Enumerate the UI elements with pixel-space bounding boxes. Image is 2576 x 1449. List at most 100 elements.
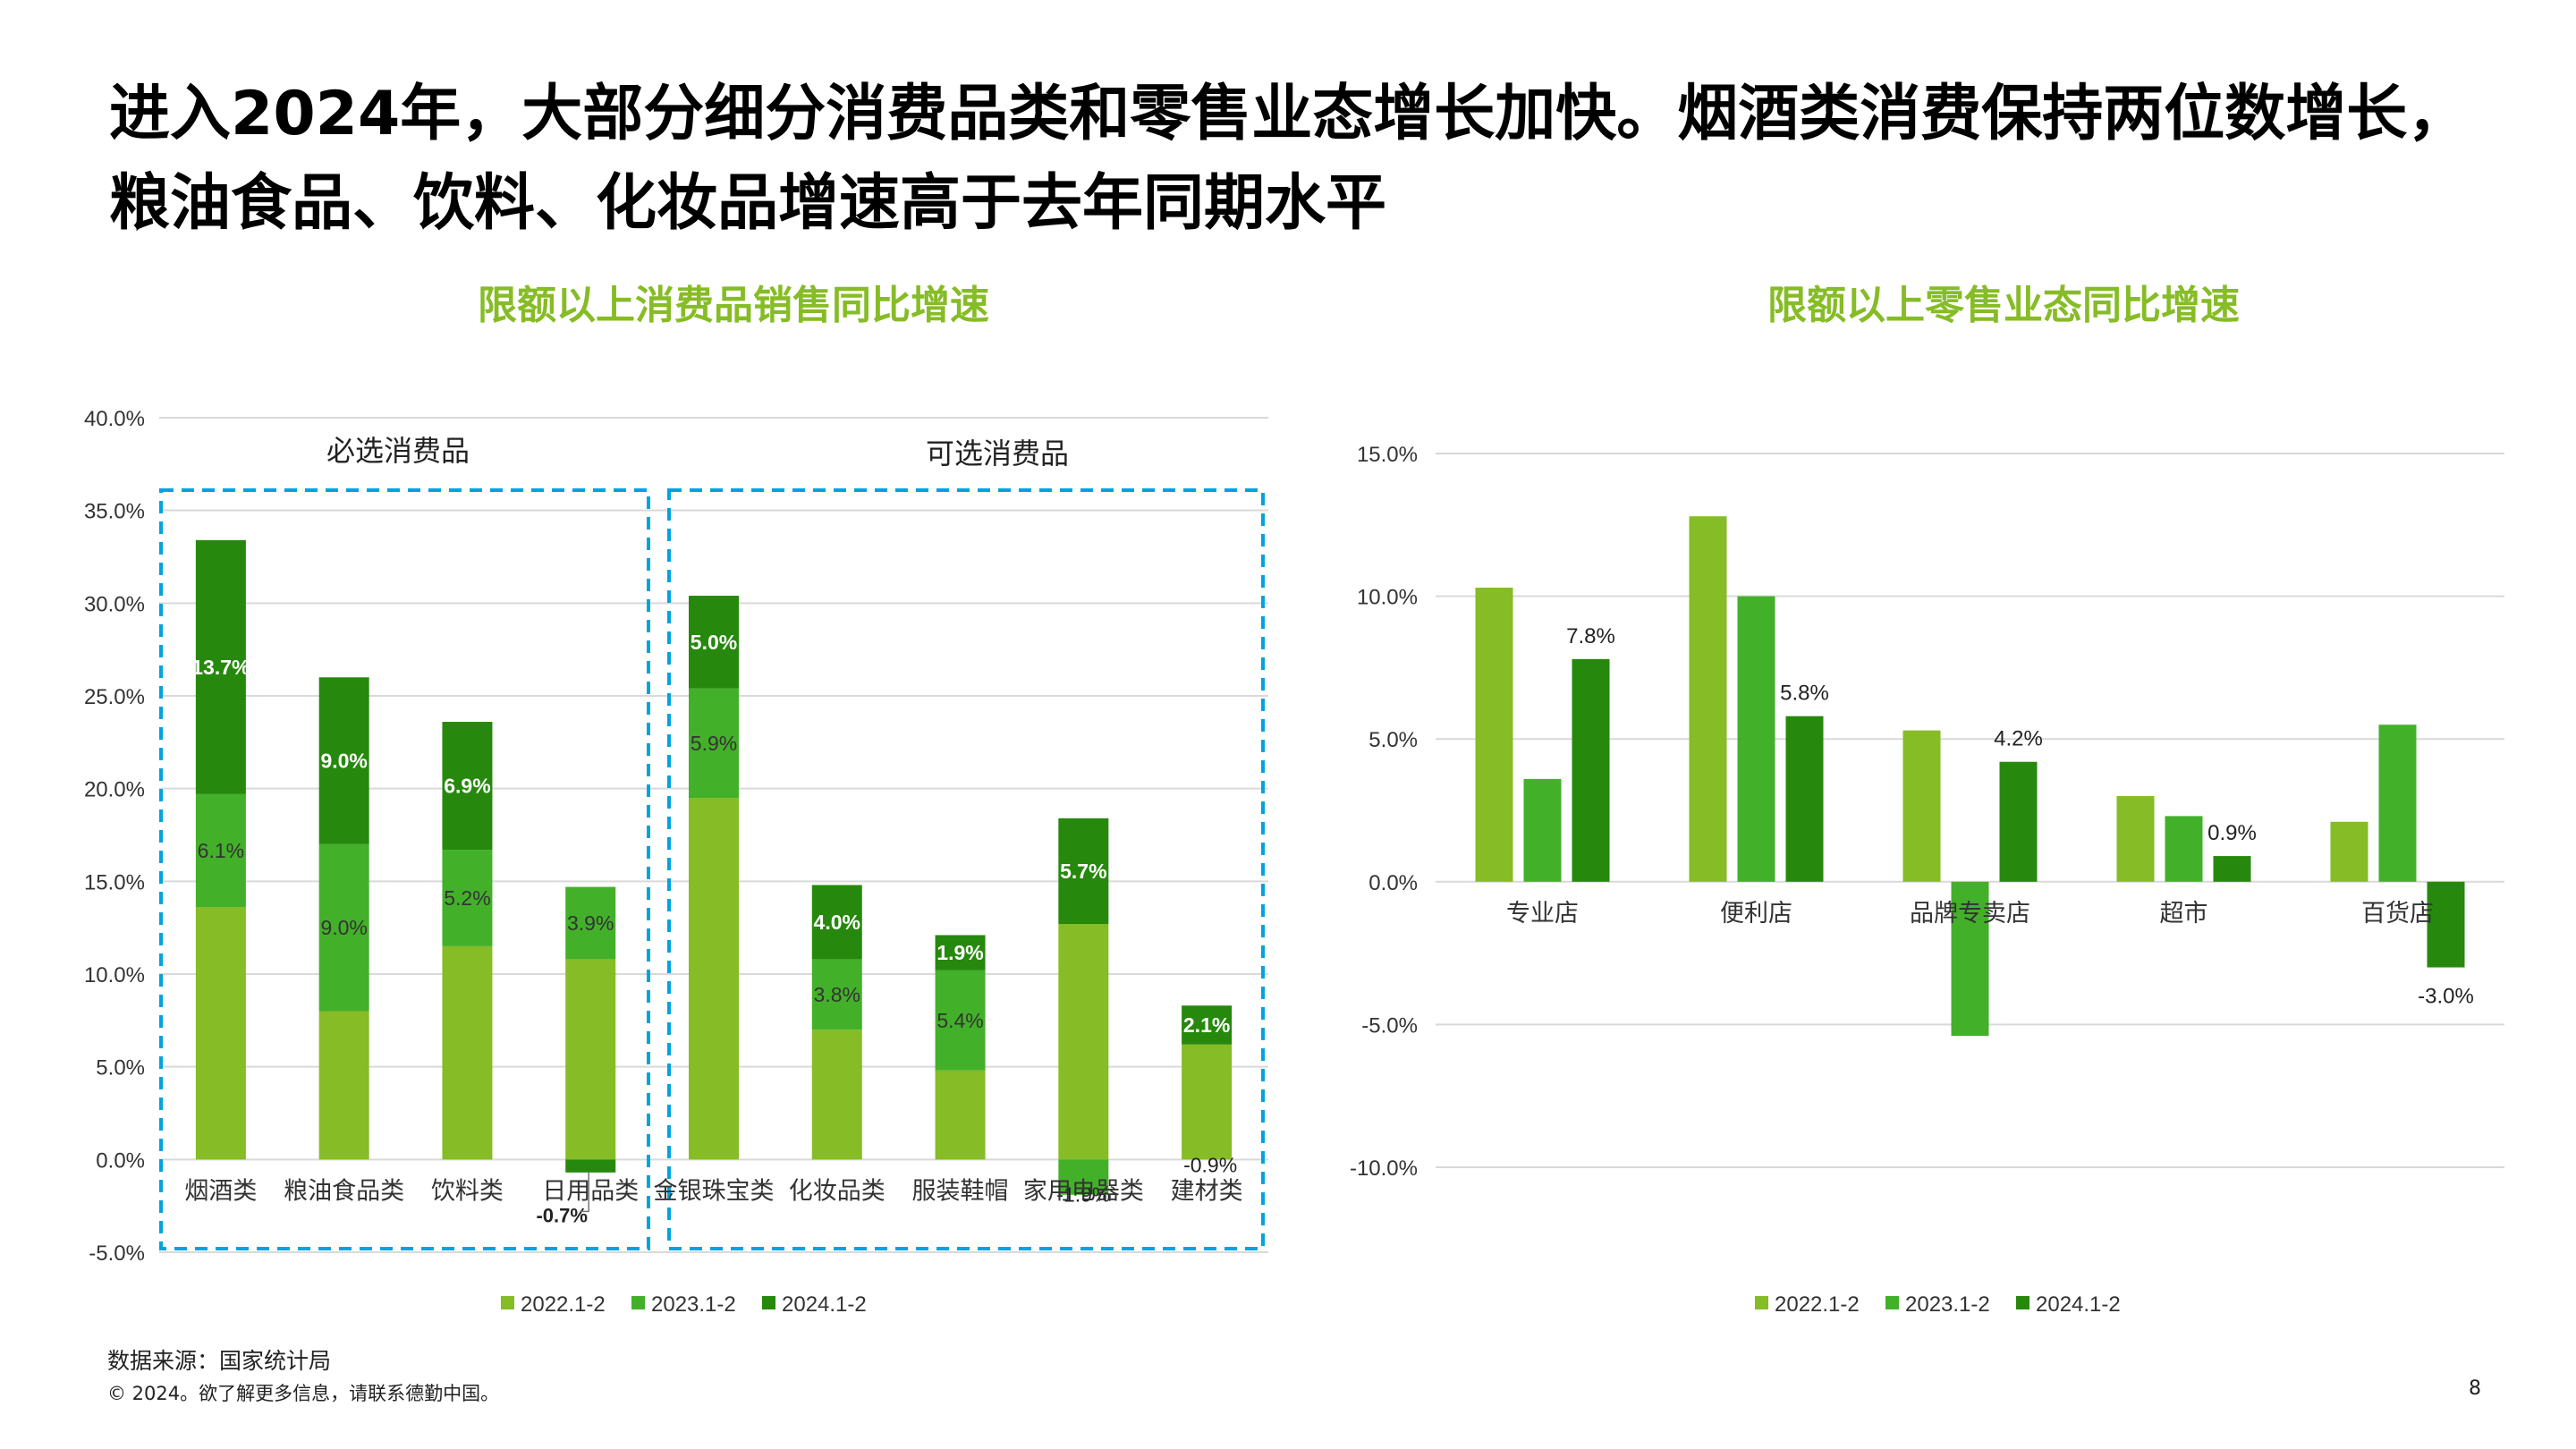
x-category-label: 超市 [2160,900,2208,927]
data-label: 5.2% [444,886,490,910]
data-label: 3.9% [567,911,614,935]
data-label: 5.4% [936,1009,983,1032]
stacked-bar-segment [318,1011,369,1160]
y-tick-label: -5.0% [1361,1013,1418,1038]
data-label: 9.0% [320,916,367,939]
right-chart-title: 限额以上零售业态同比增速 [1767,283,2240,328]
stacked-bar-segment [1182,1005,1233,1045]
clustered-bar [1737,596,1775,882]
stacked-bar-segment [195,907,246,1160]
y-tick-label: -10.0% [1350,1157,1418,1181]
clustered-bar [2378,724,2417,882]
data-label: -3.0% [2418,985,2474,1009]
legend-swatch [631,1296,645,1309]
data-label: 9.0% [320,750,367,773]
y-tick-label: 25.0% [84,685,145,709]
legend-swatch [2016,1296,2029,1309]
stacked-bar-segment [811,885,862,960]
clustered-bar [2116,796,2155,882]
legend-label: 2023.1-2 [651,1292,736,1317]
data-label: 4.2% [1994,727,2043,751]
data-label: -1.9% [1056,1183,1110,1207]
stacked-bar-segment [935,1070,986,1160]
leader-line [580,1172,589,1213]
data-label: 13.7% [191,656,250,679]
legend-label: 2022.1-2 [521,1292,606,1317]
x-category-label: 百货店 [2361,900,2434,927]
stacked-bar-segment [689,688,739,799]
stacked-bar-segment [195,793,246,908]
stacked-bar-segment [565,886,616,960]
data-label: 5.0% [691,631,737,654]
clustered-bar [1523,778,1562,882]
data-label: 0.9% [2207,821,2257,845]
legend-swatch [501,1296,514,1309]
clustered-bar [2165,816,2203,882]
y-tick-label: 35.0% [84,500,145,524]
stacked-bar-segment [1058,1159,1109,1195]
group-box-optional [667,488,1265,1250]
page-number: 8 [2469,1377,2481,1400]
stacked-bar-segment [195,539,246,794]
y-tick-label: 5.0% [1368,728,1418,752]
legend-swatch [1885,1296,1899,1309]
page-title: 进入2024年，大部分细分消费品类和零售业态增长加快。烟酒类消费保持两位数增长，… [109,79,2469,239]
stacked-bar-segment [811,1030,862,1160]
data-label: -0.7% [536,1204,587,1226]
data-label: 6.9% [444,775,490,798]
legend-label: 2024.1-2 [2036,1292,2121,1317]
stacked-bar-segment [935,935,986,970]
y-tick-label: 5.0% [96,1056,145,1080]
stacked-bar-segment [442,850,493,946]
clustered-bar [1999,761,2038,882]
x-category-label: 便利店 [1720,900,1792,927]
legend-swatch [762,1296,775,1309]
clustered-bar [2213,856,2251,882]
data-source: 数据来源：国家统计局 [107,1348,332,1374]
stacked-bar-segment [1182,1044,1233,1160]
data-label: 4.0% [814,911,860,934]
stacked-bar-segment [442,945,493,1160]
data-label: 6.1% [198,839,244,862]
legend-label: 2023.1-2 [1905,1292,1990,1317]
clustered-bar [1572,658,1610,882]
data-label: 5.9% [691,732,737,755]
legend-swatch [1755,1296,1768,1309]
legend-label: 2022.1-2 [1775,1292,1860,1317]
y-tick-label: 30.0% [84,592,145,616]
x-category-label: 专业店 [1506,900,1579,927]
y-tick-label: 15.0% [1357,443,1418,467]
data-label: -0.9% [1183,1153,1237,1176]
x-category-label: 日用品类 [542,1177,639,1204]
y-tick-label: 40.0% [84,407,145,431]
data-label: 1.9% [936,941,983,964]
stacked-bar-segment [1058,924,1109,1160]
stacked-bar-segment [565,959,616,1160]
y-tick-label: 10.0% [1357,586,1418,610]
stacked-bar-segment [935,970,986,1071]
data-label: 3.8% [814,983,860,1006]
data-label: 7.8% [1566,624,1615,648]
y-tick-label: 15.0% [84,870,145,894]
stacked-bar-segment [318,843,369,1012]
clustered-bar [1689,516,1727,882]
stacked-bar-segment [565,1159,616,1173]
legend-label: 2024.1-2 [782,1292,867,1317]
clustered-bar [2427,881,2465,968]
copyright: © 2024。欲了解更多信息，请联系德勤中国。 [107,1383,500,1404]
x-category-label: 金银珠宝类 [654,1177,775,1204]
left-chart-title: 限额以上消费品销售同比增速 [478,283,989,328]
x-category-label: 服装鞋帽 [912,1177,1009,1204]
clustered-bar [1785,716,1824,882]
stacked-bar-segment [318,677,369,844]
x-category-label: 品牌专卖店 [1910,900,2030,927]
y-tick-label: 20.0% [84,778,145,802]
clustered-bar [1475,588,1513,882]
stacked-bar-segment [689,596,739,689]
y-tick-label: 10.0% [84,963,145,987]
x-category-label: 建材类 [1171,1177,1243,1204]
stacked-bar-segment [689,798,739,1160]
clustered-bar [1902,730,1941,882]
